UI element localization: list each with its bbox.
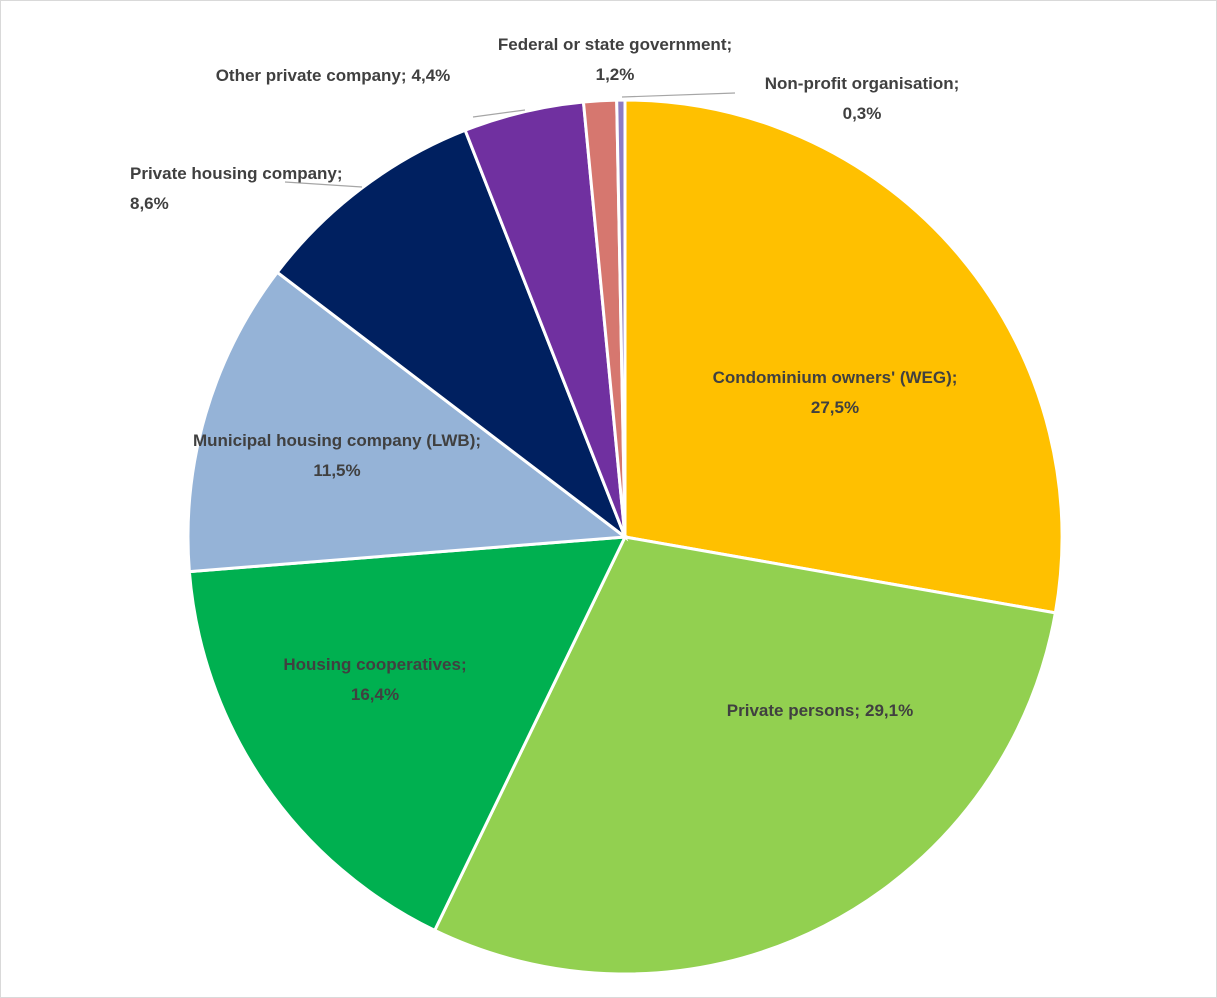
pie-slice [623, 98, 1064, 615]
label-value: 8,6% [130, 194, 169, 213]
label-value: 1,2% [596, 65, 635, 84]
label-value: 4,4% [412, 66, 451, 85]
label-category: Condominium owners' (WEG); [713, 368, 958, 387]
leader-line [284, 181, 363, 188]
label-value: 16,4% [351, 685, 399, 704]
data-label: Private housing company; 8,6% [130, 164, 343, 213]
data-label: Municipal housing company (LWB); 11,5% [193, 431, 481, 480]
label-category: Private persons; [727, 701, 860, 720]
pie-slice [186, 270, 630, 574]
label-value: 27,5% [811, 398, 859, 417]
data-label: Non-profit organisation; 0,3% [765, 74, 960, 123]
label-value: 29,1% [865, 701, 913, 720]
pie-slice [432, 535, 1058, 976]
data-label: Condominium owners' (WEG); 27,5% [713, 368, 958, 417]
pie-slice [615, 98, 627, 538]
data-label: Housing cooperatives; 16,4% [283, 655, 466, 704]
leader-line [621, 92, 736, 98]
label-value: 0,3% [843, 104, 882, 123]
pie-slice [187, 535, 628, 933]
data-label: Private persons; 29,1% [727, 701, 913, 720]
data-label: Federal or state government; 1,2% [498, 35, 732, 84]
leader-line [472, 109, 526, 118]
label-category: Private housing company; [130, 164, 343, 183]
label-category: Non-profit organisation; [765, 74, 960, 93]
data-label: Other private company; 4,4% [216, 66, 451, 85]
pie-slice [275, 128, 629, 542]
label-category: Municipal housing company (LWB); [193, 431, 481, 450]
label-category: Other private company; [216, 66, 407, 85]
label-category: Federal or state government; [498, 35, 732, 54]
label-value: 11,5% [313, 461, 360, 480]
label-category: Housing cooperatives; [283, 655, 466, 674]
